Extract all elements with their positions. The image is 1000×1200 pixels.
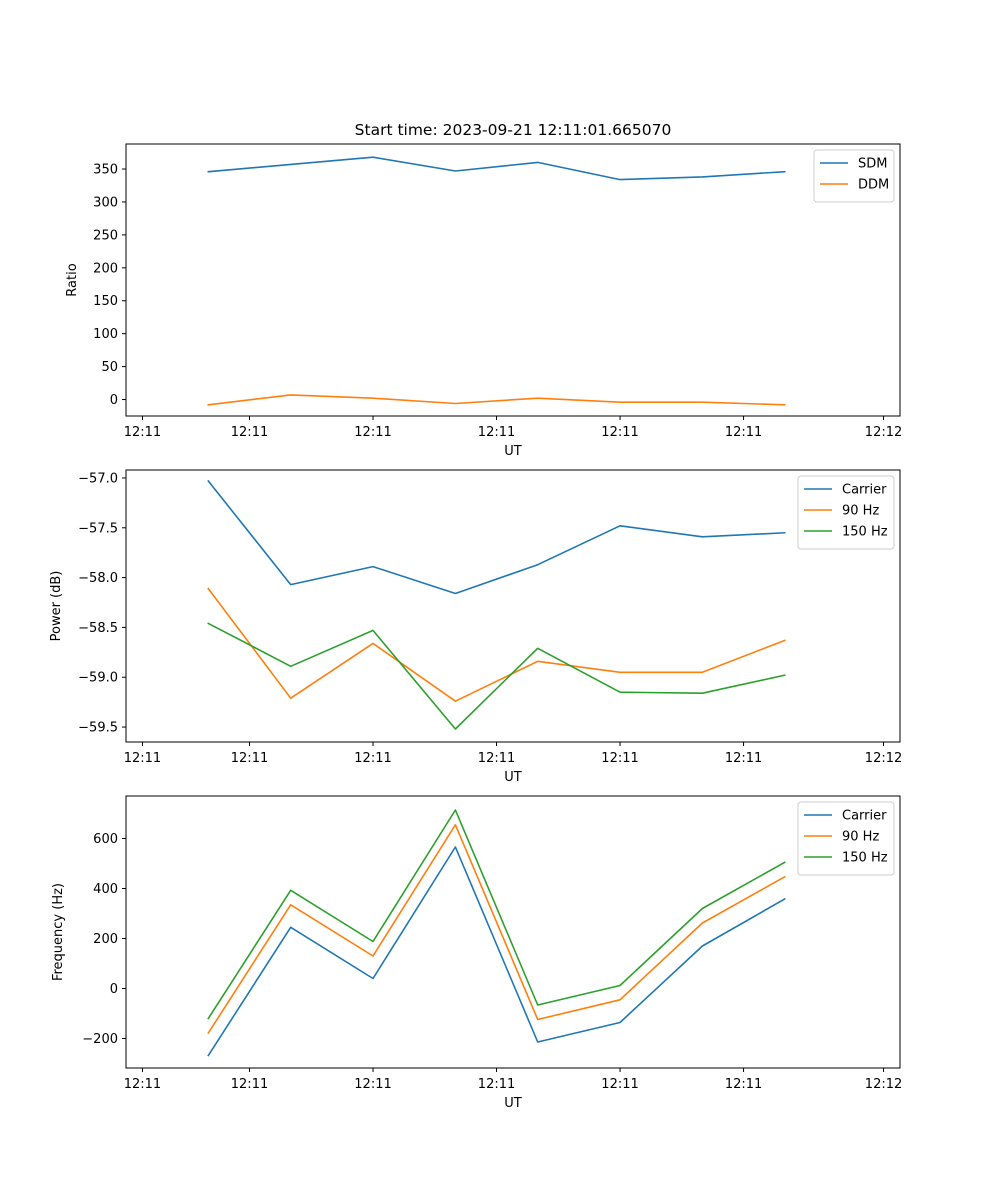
- series-line-sdm: [207, 156, 786, 181]
- x-tick-label: 12:11: [601, 1077, 638, 1092]
- x-tick-label: 12:12: [865, 1077, 902, 1092]
- series-line-carrier: [207, 846, 786, 1057]
- y-tick-label: 400: [93, 882, 118, 897]
- plot-frame: [125, 143, 901, 417]
- x-axis-label: UT: [504, 444, 522, 459]
- legend-label: 90 Hz: [842, 504, 879, 519]
- x-tick-label: 12:11: [601, 425, 638, 440]
- legend-label: 150 Hz: [842, 525, 888, 540]
- y-tick-label: 250: [93, 228, 118, 243]
- series-line-carrier: [207, 479, 786, 595]
- x-tick-label: 12:11: [124, 425, 161, 440]
- legend-label: DDM: [858, 178, 889, 193]
- y-tick-label: 350: [93, 163, 118, 178]
- legend-label: Carrier: [842, 483, 887, 498]
- chart-panel-3: −200 0 200 400 600 12:11 12:11 12:11 12:11 12:11 1…: [51, 795, 902, 1111]
- y-axis-label: Frequency (Hz): [51, 883, 66, 981]
- y-tick-label: 50: [101, 360, 118, 375]
- x-tick-label: 12:11: [231, 751, 268, 766]
- chart-panel-1: Start time: 2023-09-21 12:11:01.665070 0 5…: [65, 121, 902, 459]
- x-axis-label: UT: [504, 770, 522, 785]
- x-tick-label: 12:11: [354, 425, 391, 440]
- x-tick-label: 12:11: [231, 425, 268, 440]
- legend-label: 150 Hz: [842, 851, 888, 866]
- y-tick-label: 200: [93, 261, 118, 276]
- series-line-90-hz: [207, 823, 786, 1035]
- legend-label: Carrier: [842, 809, 887, 824]
- y-axis-label: Ratio: [65, 263, 80, 296]
- y-tick-label: −58.0: [78, 571, 118, 586]
- x-tick-label: 12:11: [478, 751, 515, 766]
- x-tick-label: 12:11: [478, 425, 515, 440]
- y-tick-label: −57.0: [78, 471, 118, 486]
- x-tick-label: 12:11: [124, 751, 161, 766]
- x-tick-label: 12:11: [601, 751, 638, 766]
- plot-frame: [125, 469, 901, 743]
- x-tick-label: 12:11: [231, 1077, 268, 1092]
- chart-title: Start time: 2023-09-21 12:11:01.665070: [355, 121, 672, 139]
- legend-label: 90 Hz: [842, 830, 879, 845]
- y-tick-label: 0: [110, 982, 118, 997]
- x-tick-label: 12:12: [865, 751, 902, 766]
- x-tick-label: 12:12: [865, 425, 902, 440]
- x-tick-label: 12:11: [725, 1077, 762, 1092]
- chart-panel-2: −59.5 −59.0 −58.5 −58.0 −57.5 −57.0 12:11 12:11…: [49, 469, 902, 785]
- x-tick-label: 12:11: [725, 425, 762, 440]
- y-tick-label: −59.0: [78, 671, 118, 686]
- legend: Carrier 90 Hz 150 Hz: [797, 801, 895, 876]
- y-tick-label: 100: [93, 327, 118, 342]
- x-tick-label: 12:11: [725, 751, 762, 766]
- legend: Carrier 90 Hz 150 Hz: [797, 475, 895, 550]
- x-axis-label: UT: [504, 1096, 522, 1111]
- y-tick-label: 150: [93, 294, 118, 309]
- y-tick-label: 300: [93, 195, 118, 210]
- y-tick-label: −57.5: [78, 521, 118, 536]
- x-tick-label: 12:11: [354, 751, 391, 766]
- y-tick-label: −58.5: [78, 621, 118, 636]
- legend-label: SDM: [858, 157, 887, 172]
- series-line-150-hz: [207, 809, 786, 1020]
- legend: SDM DDM: [813, 149, 895, 203]
- y-tick-label: −200: [82, 1032, 118, 1047]
- y-tick-label: 0: [110, 393, 118, 408]
- series-line-ddm: [207, 394, 786, 406]
- x-tick-label: 12:11: [124, 1077, 161, 1092]
- x-tick-label: 12:11: [478, 1077, 515, 1092]
- y-tick-label: −59.5: [78, 721, 118, 736]
- series-line-150-hz: [207, 622, 786, 730]
- y-axis-label: Power (dB): [49, 571, 64, 642]
- x-tick-label: 12:11: [354, 1077, 391, 1092]
- y-tick-label: 200: [93, 932, 118, 947]
- y-tick-label: 600: [93, 832, 118, 847]
- series-line-90-hz: [207, 587, 786, 703]
- plot-frame: [125, 795, 901, 1069]
